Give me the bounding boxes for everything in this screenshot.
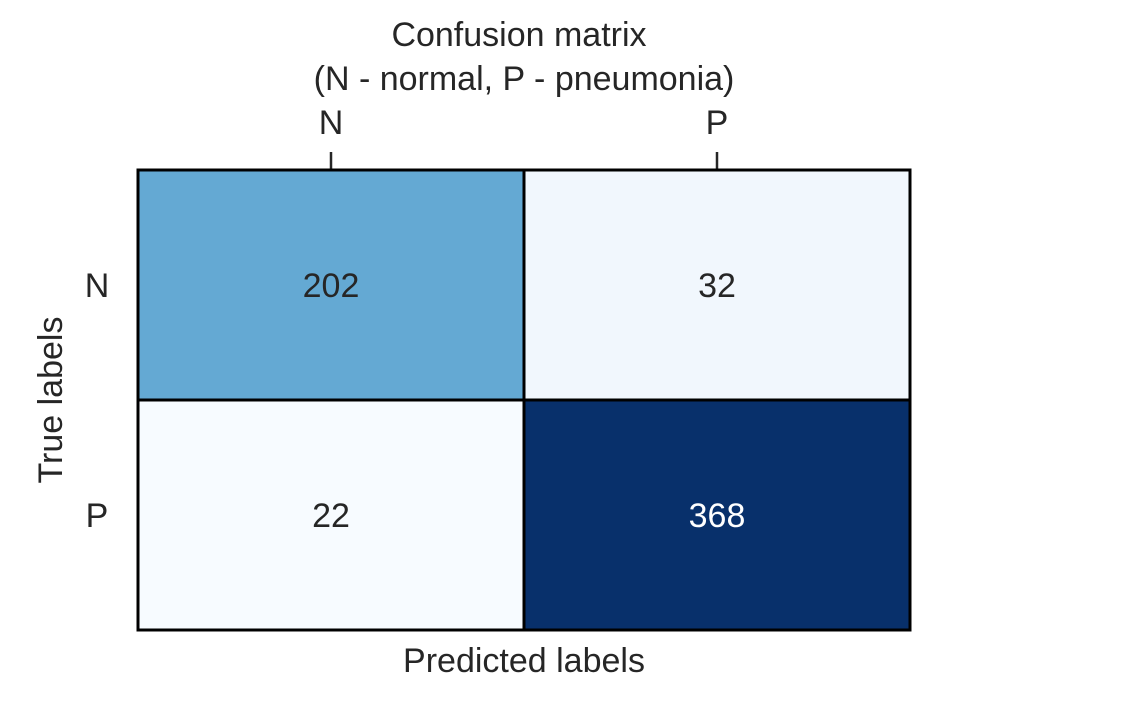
chart-subtitle: (N - normal, P - pneumonia) <box>314 60 735 98</box>
y-tick-label-P: P <box>86 497 109 535</box>
x-tick-label-P: P <box>706 104 729 142</box>
heatmap-cell-P-N <box>136 398 526 632</box>
cell-value-N-P: 32 <box>698 267 736 305</box>
heatmap-cell-labels: 202 32 22 368 <box>303 267 746 535</box>
x-axis-label: Predicted labels <box>403 642 645 680</box>
heatmap-cell-P-P <box>522 398 912 632</box>
y-axis-label: True labels <box>32 317 70 484</box>
y-axis-ticks: NP <box>85 267 110 535</box>
heatmap-cell-N-P <box>522 168 912 402</box>
x-tick-label-N: N <box>319 104 344 142</box>
heatmap-cell-N-N <box>136 168 526 402</box>
plot-frame <box>136 168 912 632</box>
y-tick-label-N: N <box>85 267 110 305</box>
cell-value-P-P: 368 <box>689 497 746 535</box>
cell-value-P-N: 22 <box>312 497 350 535</box>
heatmap-cells <box>136 168 912 632</box>
cell-value-N-N: 202 <box>303 267 360 305</box>
chart-title: Confusion matrix <box>391 16 646 54</box>
